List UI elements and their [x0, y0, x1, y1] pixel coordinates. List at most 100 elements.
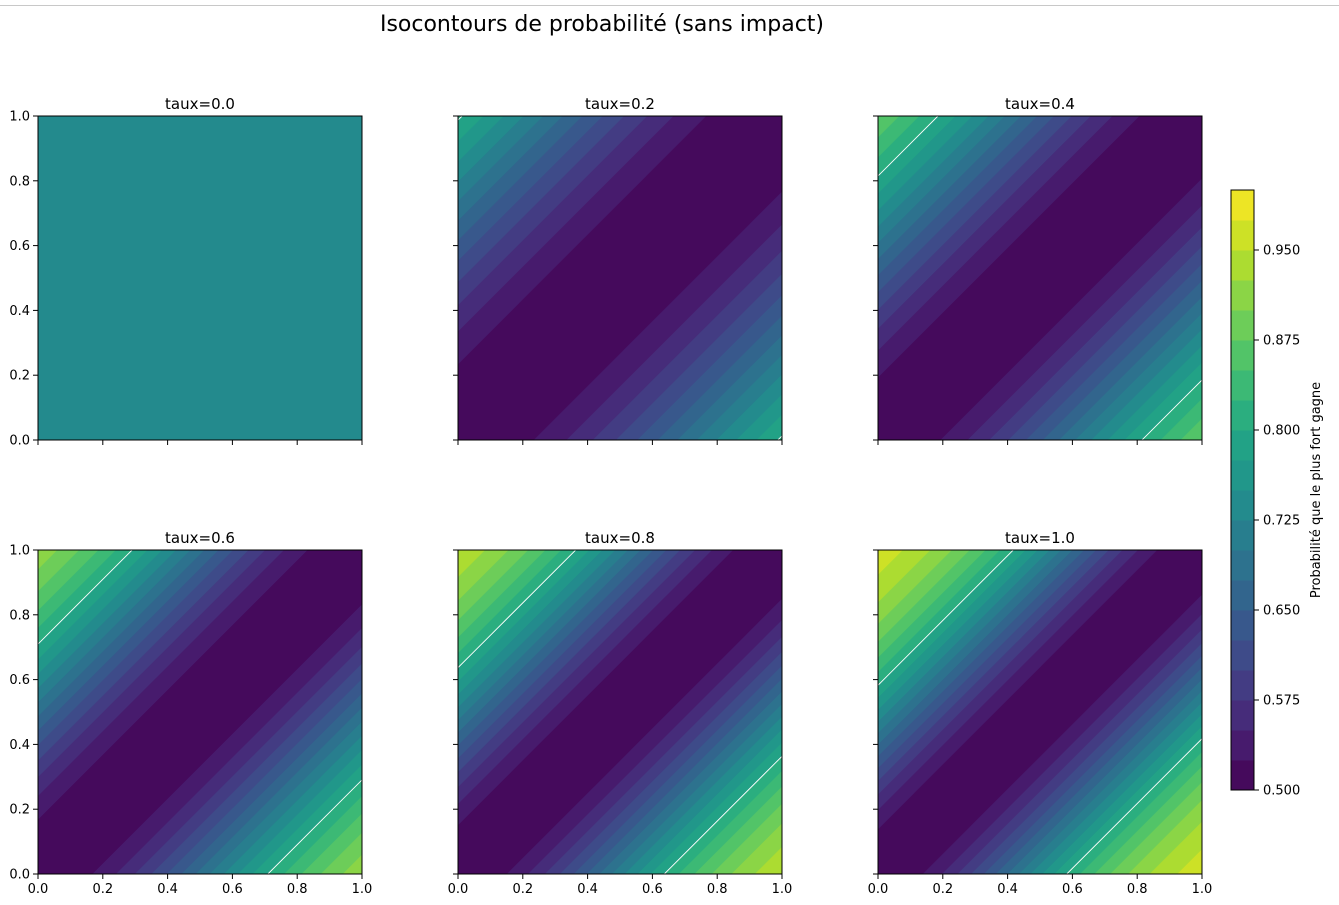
y-tick-label: 0.6	[9, 239, 30, 254]
x-tick-label: 1.0	[772, 882, 793, 897]
panel-title: taux=0.6	[165, 529, 235, 547]
colorbar-band	[1231, 700, 1254, 731]
x-tick-label: 0.6	[642, 882, 663, 897]
contour-band-upper	[878, 550, 931, 603]
colorbar-band	[1231, 400, 1254, 431]
axes-frame	[37, 115, 363, 441]
x-tick-label: 0.2	[932, 882, 953, 897]
colorbar-tick-label: 0.875	[1263, 334, 1300, 349]
plot-area	[458, 550, 782, 874]
contour-line-lower	[663, 755, 782, 874]
colorbar-label: Probabilité que le plus fort gagne	[1309, 382, 1324, 598]
colorbar-band	[1231, 220, 1254, 251]
y-tick-label: 1.0	[9, 544, 30, 559]
colorbar-tick-label: 0.650	[1263, 604, 1300, 619]
axes-frame	[37, 549, 363, 875]
colorbar-tick-label: 0.725	[1263, 514, 1300, 529]
colorbar-band	[1231, 370, 1254, 401]
axes-frame	[457, 549, 783, 875]
top-border	[0, 5, 1339, 6]
contour-line-upper	[878, 116, 939, 177]
colorbar-band	[1231, 430, 1254, 461]
contour-band-upper	[878, 116, 900, 138]
contour-line-upper	[878, 550, 1014, 686]
y-tick-label: 0.0	[9, 868, 30, 883]
axes-frame	[877, 115, 1203, 441]
constant-fill	[38, 116, 362, 440]
colorbar-band	[1231, 490, 1254, 521]
colorbar-tick-label: 0.500	[1263, 784, 1300, 799]
x-tick-label: 0.6	[1062, 882, 1083, 897]
contour-line-lower	[267, 779, 362, 874]
contour-band-lower	[1177, 849, 1202, 874]
contour-band-lower	[1149, 821, 1202, 874]
plot-area	[878, 550, 1202, 874]
contour-band-upper	[38, 550, 80, 592]
contour-band-lower	[320, 832, 362, 874]
x-tick-label: 0.4	[577, 882, 598, 897]
x-tick-label: 0.4	[157, 882, 178, 897]
contour-line-upper	[458, 116, 463, 121]
contour-line-upper	[38, 550, 133, 645]
y-tick-label: 0.4	[9, 304, 30, 319]
colorbar-band	[1231, 580, 1254, 611]
colorbar-band	[1231, 520, 1254, 551]
contour-line-lower	[1066, 738, 1202, 874]
y-tick-label: 0.8	[9, 608, 30, 623]
colorbar-tick-label: 0.950	[1263, 244, 1300, 259]
contour-band-lower	[1180, 418, 1202, 440]
x-tick-label: 0.8	[287, 882, 308, 897]
panels-group: taux=0.0 0.0 0.2 0.4 0.6 0.8 1.0 taux=0.2 taux=0…	[9, 95, 1212, 897]
contour-band-upper	[458, 550, 486, 578]
x-tick-label: 1.0	[352, 882, 373, 897]
y-tick-label: 0.0	[9, 434, 30, 449]
y-tick-label: 0.8	[9, 174, 30, 189]
contour-line-lower	[1141, 379, 1202, 440]
x-tick-label: 0.8	[1127, 882, 1148, 897]
colorbar-band	[1231, 280, 1254, 311]
colorbar: 0.500 0.575 0.650 0.725 0.800 0.875 0.950 Proba…	[1230, 189, 1324, 799]
panel-5: taux=1.0 0.0 0.2 0.4 0.6 0.8 1.0	[868, 529, 1213, 897]
y-tick-label: 1.0	[9, 110, 30, 125]
figure-title: Isocontours de probabilité (sans impact)	[380, 12, 824, 37]
contour-band-upper	[878, 550, 903, 575]
panel-3: taux=0.6 0.0 0.2 0.4 0.6 0.8 1.0 0.0 0.2 0.4 0.6 0.…	[9, 529, 372, 897]
x-tick-label: 1.0	[1192, 882, 1213, 897]
x-tick-label: 0.8	[707, 882, 728, 897]
x-tick-label: 0.2	[92, 882, 113, 897]
x-tick-label: 0.2	[512, 882, 533, 897]
colorbar-band	[1231, 340, 1254, 371]
colorbar-band	[1231, 190, 1254, 221]
colorbar-band	[1231, 550, 1254, 581]
contour-band-upper	[38, 550, 58, 570]
x-tick-label: 0.0	[28, 882, 49, 897]
contour-band-lower	[754, 846, 782, 874]
colorbar-band	[1231, 760, 1254, 791]
colorbar-band	[1231, 640, 1254, 671]
colorbar-band	[1231, 310, 1254, 341]
axes-frame	[877, 549, 1203, 875]
panel-4: taux=0.8 0.0 0.2 0.4 0.6 0.8 1.0	[448, 529, 793, 897]
panel-title: taux=1.0	[1005, 529, 1075, 547]
panel-title: taux=0.0	[165, 95, 235, 113]
colorbar-tick-label: 0.575	[1263, 694, 1300, 709]
x-tick-label: 0.0	[868, 882, 889, 897]
x-tick-label: 0.0	[448, 882, 469, 897]
x-tick-label: 0.4	[997, 882, 1018, 897]
plot-area	[878, 116, 1202, 440]
colorbar-band	[1231, 670, 1254, 701]
contour-line-upper	[458, 550, 577, 669]
plot-area	[38, 116, 362, 440]
colorbar-band	[1231, 730, 1254, 761]
contour-line-lower	[777, 435, 782, 440]
panel-title: taux=0.2	[585, 95, 655, 113]
panel-title: taux=0.4	[1005, 95, 1075, 113]
contour-band-upper	[458, 116, 484, 142]
y-tick-label: 0.2	[9, 803, 30, 818]
contour-band-lower	[756, 414, 782, 440]
plot-area	[458, 116, 782, 440]
colorbar-band	[1231, 460, 1254, 491]
contour-band-lower	[342, 854, 362, 874]
plot-area	[38, 550, 362, 874]
